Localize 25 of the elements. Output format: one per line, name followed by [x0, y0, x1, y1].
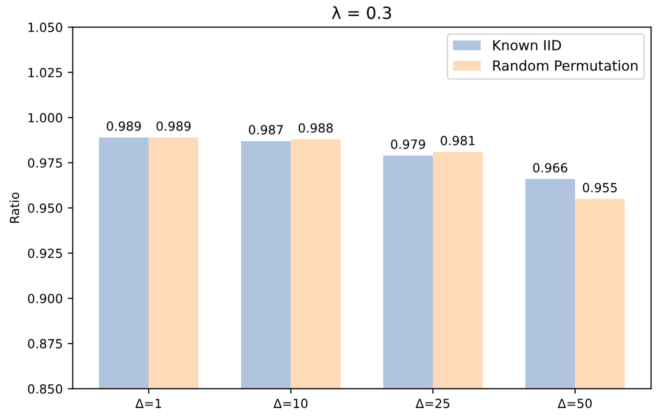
legend-label: Known IID [493, 40, 561, 50]
y-axis-title: Ratio [10, 192, 20, 223]
x-tick-label: Δ=25 [416, 398, 450, 408]
y-tick-label: 0.875 [28, 339, 62, 348]
legend-label: Random Permutation [493, 60, 638, 71]
y-tick-label: 0.950 [28, 203, 62, 213]
data-label: 0.988 [298, 123, 333, 133]
data-label: 0.966 [533, 162, 568, 172]
data-label: 0.987 [248, 125, 283, 134]
chart-title: λ = 0.3 [332, 6, 392, 20]
x-tick-label: Δ=50 [558, 398, 592, 408]
y-tick-label: 1.000 [28, 113, 62, 122]
y-tick-label: 0.850 [28, 384, 62, 394]
y-tick-label: 0.900 [28, 294, 62, 304]
x-tick-label: Δ=10 [273, 398, 308, 408]
data-label: 0.981 [440, 136, 475, 146]
y-tick-label: 0.925 [28, 248, 62, 258]
x-tick-label: Δ=1 [135, 398, 162, 408]
data-label: 0.989 [156, 121, 191, 131]
data-label: 0.989 [106, 121, 141, 131]
y-tick-label: 1.025 [28, 68, 62, 78]
data-label: 0.979 [391, 139, 426, 149]
y-tick-label: 0.975 [28, 158, 62, 168]
data-label: 0.955 [582, 182, 617, 192]
y-tick-label: 1.050 [28, 22, 62, 32]
